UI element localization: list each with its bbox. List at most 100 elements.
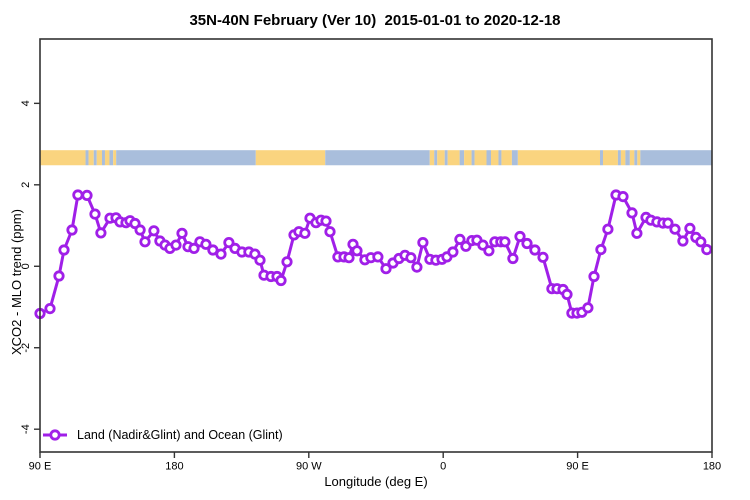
- surface-band-segment-land: [113, 150, 117, 166]
- data-point-marker: [66, 224, 78, 236]
- data-point-marker: [626, 207, 638, 219]
- chart-title: 35N-40N February (Ver 10) 2015-01-01 to …: [189, 12, 561, 29]
- surface-band-segment-ocean: [486, 150, 491, 166]
- data-point-marker: [537, 251, 549, 263]
- surface-band-segment-ocean: [116, 150, 256, 166]
- x-axis-title: Longitude (deg E): [324, 474, 428, 489]
- data-point-marker: [380, 263, 392, 275]
- data-point-marker: [684, 222, 696, 234]
- data-point-marker: [507, 252, 519, 265]
- data-point-marker: [215, 248, 227, 260]
- surface-band-segment-ocean: [459, 150, 465, 166]
- surface-band-segment-land: [447, 150, 460, 166]
- data-point-marker: [134, 224, 146, 236]
- data-point-marker: [343, 252, 355, 264]
- surface-band-segment-ocean: [85, 150, 89, 166]
- surface-band-segment-ocean: [325, 150, 430, 166]
- legend-label: Land (Nadir&Glint) and Ocean (Glint): [77, 428, 283, 442]
- surface-band-segment-ocean: [434, 150, 438, 166]
- surface-band-segment-land: [637, 150, 641, 166]
- surface-band-segment-land: [464, 150, 472, 166]
- data-point-marker: [677, 235, 689, 247]
- data-point-marker: [95, 227, 107, 239]
- surface-band-segment-land: [255, 150, 326, 166]
- data-point-marker: [89, 208, 101, 220]
- surface-band-segment-ocean: [617, 150, 621, 166]
- surface-band-segment-land: [88, 150, 94, 166]
- data-point-marker: [207, 244, 219, 256]
- x-tick-label: 90 E: [566, 461, 589, 473]
- y-axis-title: XCO2 - MLO trend (ppm): [9, 209, 24, 355]
- data-point-marker: [617, 191, 629, 203]
- surface-band-segment-land: [437, 150, 445, 166]
- surface-band-segment-land: [501, 150, 512, 166]
- data-point-marker: [188, 242, 200, 254]
- data-point-marker: [529, 244, 541, 256]
- data-point-marker: [299, 227, 311, 239]
- surface-band-segment-ocean: [93, 150, 97, 166]
- data-point-marker: [454, 233, 466, 245]
- y-tick-label: 0: [20, 263, 32, 269]
- data-point-marker: [561, 288, 573, 300]
- x-tick-label: 180: [703, 461, 721, 473]
- data-point-marker: [200, 238, 212, 250]
- plot-frame: [39, 38, 713, 453]
- surface-band-segment-land: [40, 150, 86, 166]
- y-tick-label: 4: [20, 100, 32, 106]
- data-point-marker: [662, 217, 674, 229]
- data-point-marker: [254, 254, 266, 266]
- y-tick-label: -2: [20, 343, 32, 353]
- surface-band-segment-ocean: [444, 150, 448, 166]
- data-point-marker: [595, 244, 607, 256]
- data-point-marker: [139, 236, 151, 248]
- x-tick-label: 0: [440, 461, 446, 473]
- surface-band-segment-ocean: [109, 150, 114, 166]
- legend-series-marker-icon: [43, 429, 67, 441]
- surface-band-segment-ocean: [498, 150, 502, 166]
- surface-band-segment-land: [517, 150, 600, 166]
- data-point-marker: [582, 302, 594, 314]
- data-point-marker: [701, 244, 713, 256]
- data-point-marker: [275, 274, 287, 287]
- data-point-marker: [72, 189, 84, 201]
- surface-band-segment-land: [490, 150, 499, 166]
- data-point-marker: [148, 225, 160, 237]
- data-point-marker: [44, 302, 56, 315]
- y-tick-label: -4: [20, 424, 32, 434]
- surface-band-segment-ocean: [511, 150, 518, 166]
- surface-band-segment-ocean: [625, 150, 630, 166]
- x-tick-label: 90 E: [29, 461, 52, 473]
- surface-band-segment-ocean: [634, 150, 638, 166]
- y-tick-label: 2: [20, 182, 32, 188]
- x-tick-label: 180: [165, 461, 183, 473]
- data-point-marker: [320, 215, 332, 227]
- surface-band-segment-land: [96, 150, 102, 166]
- data-point-marker: [372, 251, 384, 263]
- data-point-marker: [499, 236, 511, 248]
- surface-band-segment-ocean: [600, 150, 603, 166]
- data-point-marker: [417, 237, 429, 249]
- surface-band-segment-ocean: [101, 150, 105, 166]
- legend: Land (Nadir&Glint) and Ocean (Glint): [42, 427, 283, 443]
- surface-band-segment-land: [429, 150, 435, 166]
- x-tick-label: 90 W: [296, 461, 322, 473]
- data-point-marker: [514, 230, 526, 243]
- surface-band-segment-land: [620, 150, 626, 166]
- data-point-marker: [405, 252, 417, 264]
- data-point-marker: [58, 244, 70, 256]
- data-point-marker: [483, 245, 495, 257]
- surface-band-segment-land: [474, 150, 487, 166]
- data-point-marker: [324, 226, 336, 238]
- data-point-marker: [81, 189, 93, 201]
- data-point-marker: [447, 246, 459, 258]
- data-point-marker: [669, 223, 681, 235]
- data-point-marker: [411, 261, 423, 273]
- data-point-marker: [53, 270, 65, 282]
- data-point-marker: [695, 236, 707, 248]
- data-point-marker: [170, 239, 182, 251]
- surface-band-segment-land: [629, 150, 635, 166]
- data-point-marker: [521, 237, 533, 250]
- data-point-marker: [176, 227, 188, 239]
